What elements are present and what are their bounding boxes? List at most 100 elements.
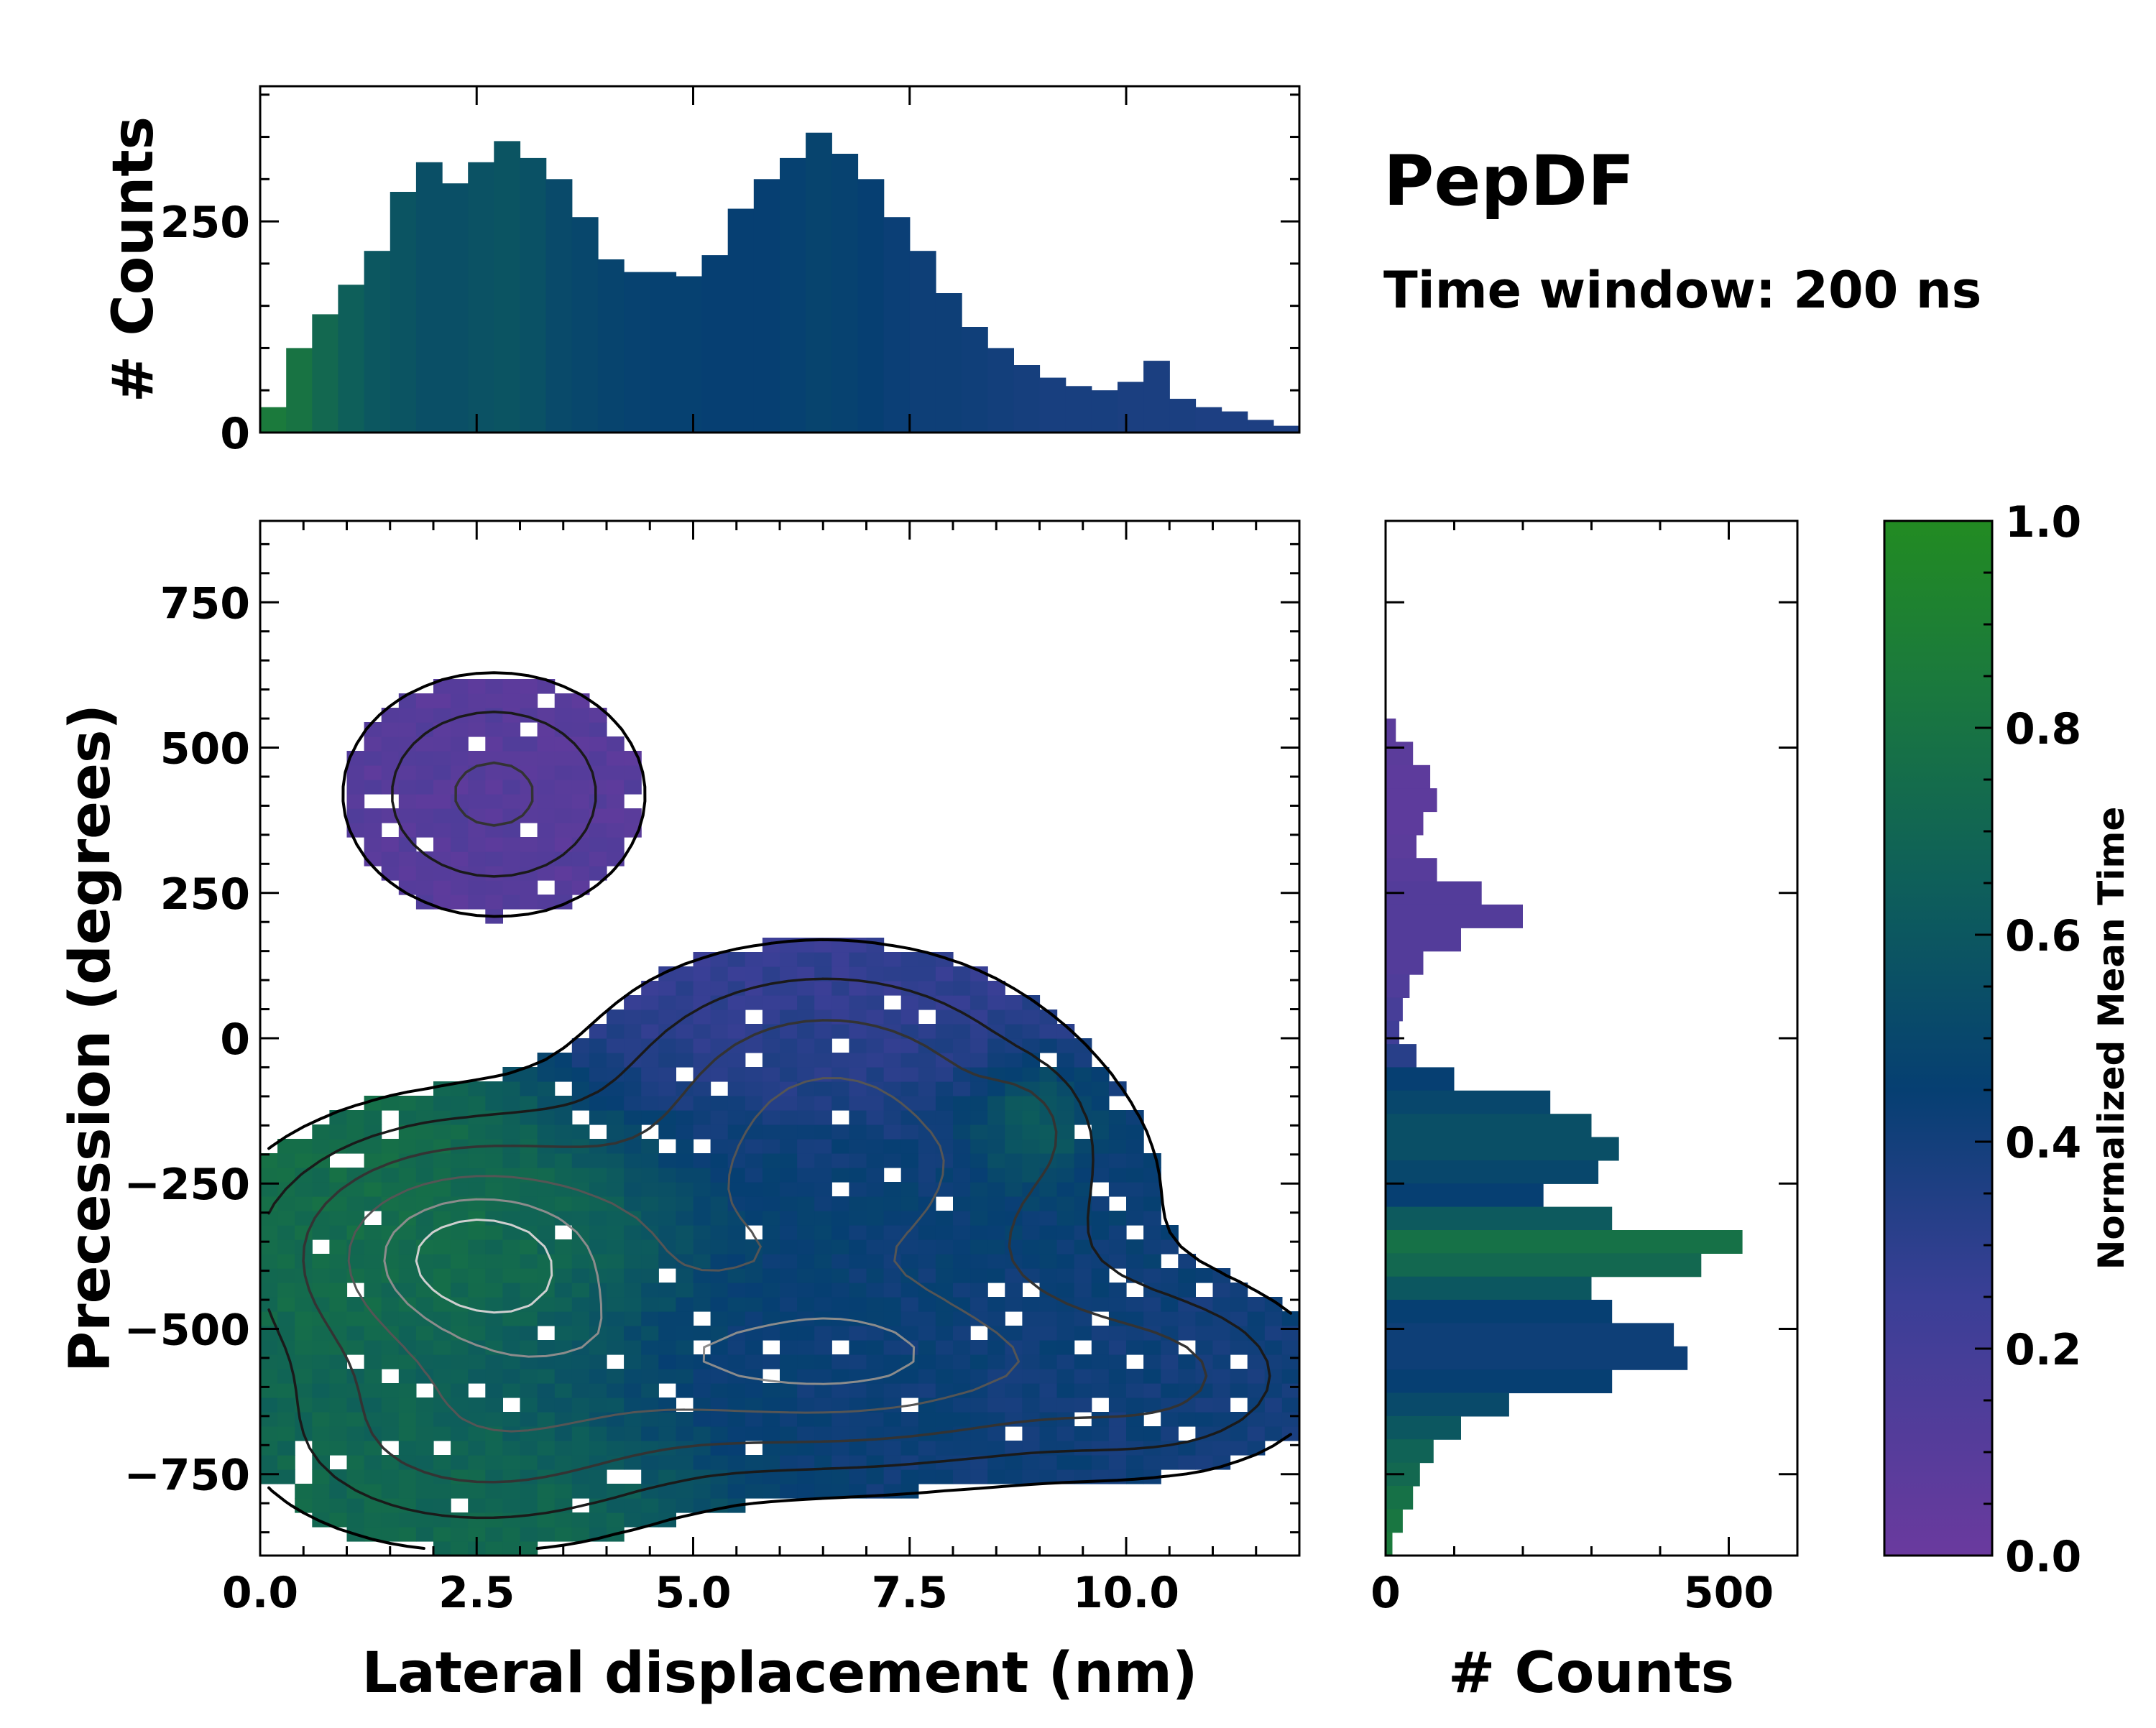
heatmap-cell [537,1297,556,1312]
heatmap-cell [658,1326,676,1341]
heatmap-cell [710,1153,729,1168]
heatmap-cell [571,1196,590,1211]
heatmap-cell [1195,1397,1214,1413]
heatmap-cell [831,1455,849,1470]
heatmap-cell [571,1067,590,1082]
heatmap-cell [745,1268,763,1283]
heatmap-cell [329,1196,348,1211]
heatmap-cell [900,995,919,1010]
heatmap-cell [797,1081,815,1096]
heatmap-cell [641,1326,659,1341]
heatmap-cell [607,808,625,823]
heatmap-cell [883,1311,902,1326]
heatmap-cell [1143,1268,1161,1283]
heatmap-cell [502,751,521,766]
top-histogram-bar [806,132,832,433]
heatmap-cell [883,1354,902,1369]
heatmap-cell [641,1096,659,1111]
heatmap-cell [900,1311,919,1326]
heatmap-cell [1056,1354,1075,1369]
heatmap-cell [797,1254,815,1269]
heatmap-cell [1264,1369,1283,1384]
heatmap-cell [710,1311,729,1326]
heatmap-cell [1039,1124,1058,1140]
heatmap-cell [987,1354,1005,1369]
heatmap-cell [312,1340,330,1355]
heatmap-cell [346,1311,365,1326]
heatmap-cell [607,1024,625,1039]
heatmap-cell [676,1484,694,1499]
heatmap-cell [1056,1168,1075,1183]
heatmap-cell [953,995,971,1010]
heatmap-cell [676,1182,694,1197]
heatmap-cell [970,1311,988,1326]
tick-label: 10.0 [1073,1568,1179,1618]
heatmap-cell [1230,1283,1248,1298]
heatmap-cell [1108,1254,1127,1269]
heatmap-cell [814,995,832,1010]
right-histogram-bar [1386,1020,1400,1045]
heatmap-cell [485,1182,503,1197]
heatmap-cell [624,1024,642,1039]
heatmap-cell [346,1340,365,1355]
top-histogram-bar [1091,390,1118,433]
heatmap-cell [900,1038,919,1053]
heatmap-cell [537,837,556,852]
heatmap-cell [520,1397,538,1413]
heatmap-cell [607,1067,625,1082]
heatmap-cell [1161,1354,1179,1369]
heatmap-cell [849,1268,867,1283]
heatmap-cell [485,1096,503,1111]
heatmap-cell [468,1225,486,1240]
heatmap-cell [1022,1469,1041,1484]
heatmap-cell [433,1426,451,1441]
heatmap-cell [762,1053,780,1068]
heatmap-cell [1022,1168,1041,1183]
heatmap-cell [1091,1340,1110,1355]
heatmap-cell [624,1254,642,1269]
heatmap-cell [987,1340,1005,1355]
heatmap-cell [762,1441,780,1456]
heatmap-cell [1212,1354,1231,1369]
heatmap-cell [762,1397,780,1413]
heatmap-cell [520,1153,538,1168]
heatmap-cell [745,1340,763,1355]
heatmap-cell [415,1527,434,1542]
heatmap-cell [693,1268,711,1283]
heatmap-cell [468,1354,486,1369]
heatmap-cell [415,1426,434,1441]
heatmap-cell [1161,1297,1179,1312]
heatmap-cell [364,1455,382,1470]
right-histogram-bar [1386,1160,1599,1184]
heatmap-cell [883,1139,902,1154]
heatmap-cell [797,1053,815,1068]
heatmap-cell [797,966,815,981]
heatmap-cell [814,1340,832,1355]
heatmap-cell [1212,1441,1231,1456]
heatmap-cell [1143,1225,1161,1240]
heatmap-cell [814,952,832,967]
heatmap-cell [1108,1153,1127,1168]
heatmap-cell [866,1412,885,1427]
heatmap-cell [1039,1225,1058,1240]
heatmap-cell [415,1397,434,1413]
heatmap-cell [468,1081,486,1096]
heatmap-cell [1039,1326,1058,1341]
heatmap-cell [364,1225,382,1240]
heatmap-cell [485,1110,503,1125]
heatmap-cell [797,995,815,1010]
heatmap-cell [900,1369,919,1384]
heatmap-cell [727,966,746,981]
heatmap-cell [398,765,417,780]
heatmap-cell [329,1139,348,1154]
heatmap-cell [295,1484,313,1499]
heatmap-cell [468,1412,486,1427]
heatmap-cell [676,1311,694,1326]
heatmap-cell [710,1283,729,1298]
heatmap-cell [277,1196,295,1211]
heatmap-cell [831,1081,849,1096]
heatmap-cell [381,1096,400,1111]
heatmap-cell [468,1110,486,1125]
heatmap-cell [762,1283,780,1298]
heatmap-cell [918,1225,936,1240]
